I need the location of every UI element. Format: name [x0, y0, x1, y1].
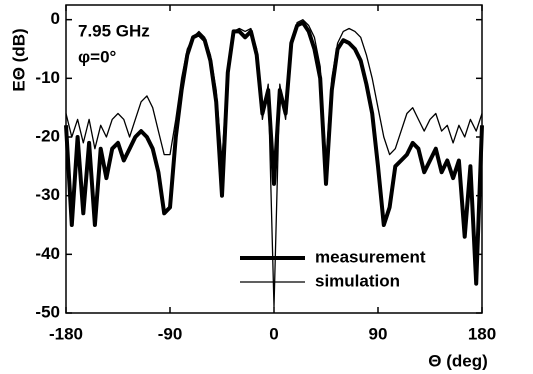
- x-tick-label: 0: [269, 324, 278, 343]
- x-tick-label: -180: [49, 324, 83, 343]
- y-axis-label: EΘ (dB): [9, 28, 28, 91]
- x-tick-label: 180: [468, 324, 496, 343]
- series-line: [64, 20, 484, 286]
- y-tick-label: 0: [51, 9, 60, 28]
- y-tick-label: -40: [35, 244, 60, 263]
- y-tick-label: -50: [35, 302, 60, 321]
- x-axis-label: Θ (deg): [428, 351, 488, 370]
- legend-label: simulation: [315, 271, 400, 290]
- y-tick-label: -30: [35, 185, 60, 204]
- y-tick-label: -10: [35, 68, 60, 87]
- x-tick-label: 90: [369, 324, 388, 343]
- y-tick-label: -20: [35, 126, 60, 145]
- series-line: [65, 19, 483, 308]
- annotation: 7.95 GHz: [78, 21, 150, 40]
- legend-label: measurement: [315, 247, 426, 266]
- annotation: φ=0°: [78, 47, 117, 66]
- x-tick-label: -90: [158, 324, 183, 343]
